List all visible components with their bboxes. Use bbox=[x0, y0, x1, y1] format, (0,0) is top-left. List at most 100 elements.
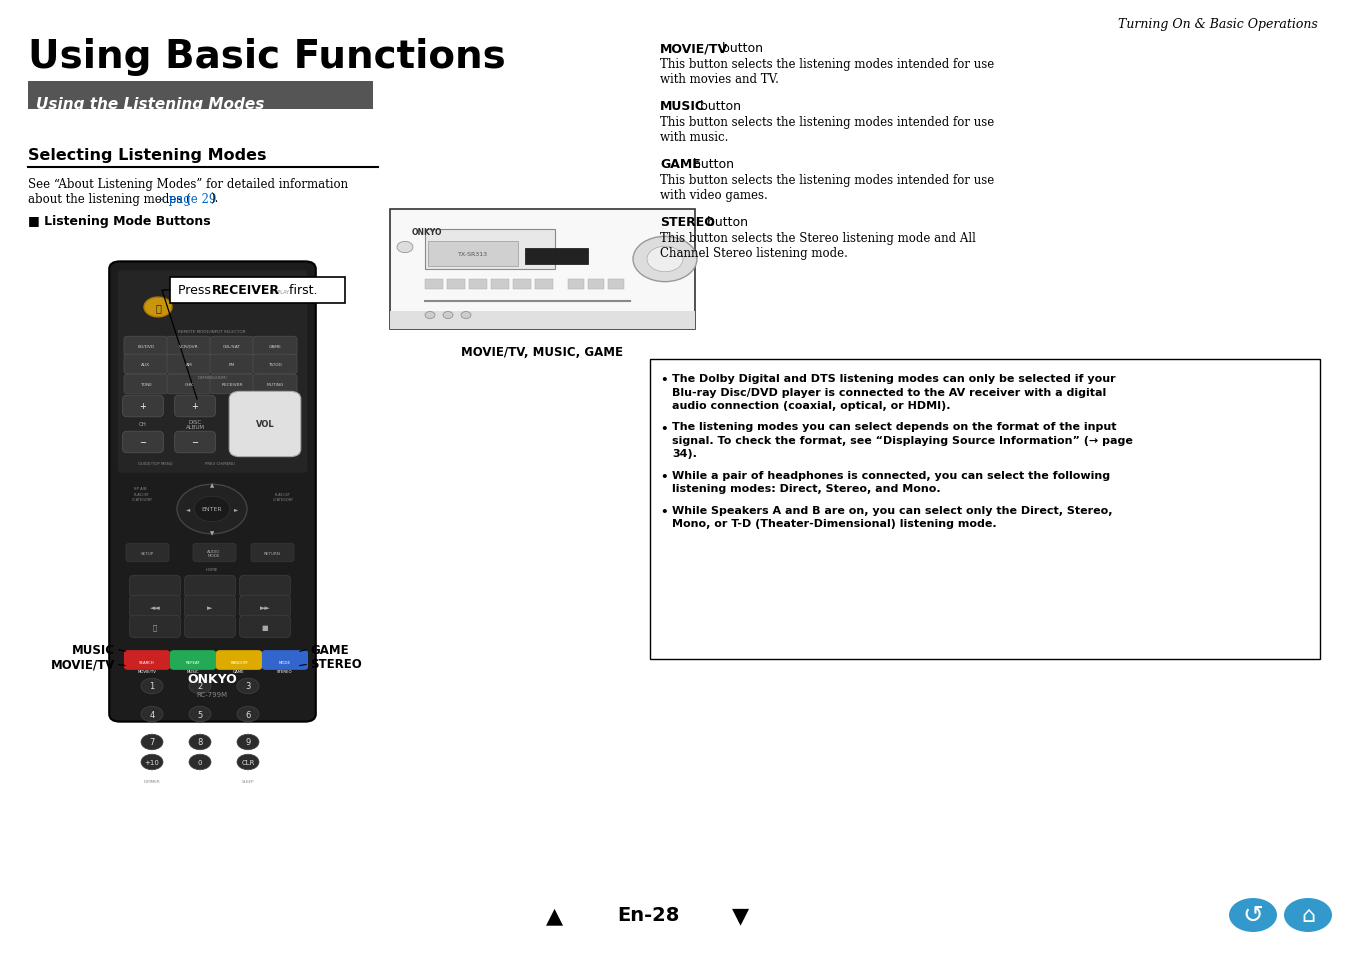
Text: DIMMER: DIMMER bbox=[144, 780, 160, 783]
FancyBboxPatch shape bbox=[129, 616, 181, 639]
Text: Mono, or T-D (Theater-Dimensional) listening mode.: Mono, or T-D (Theater-Dimensional) liste… bbox=[673, 519, 996, 529]
Circle shape bbox=[237, 706, 259, 722]
Text: RECEIVER: RECEIVER bbox=[221, 382, 243, 387]
Circle shape bbox=[189, 706, 212, 722]
Text: PLAYLIST
/CATEGORY: PLAYLIST /CATEGORY bbox=[274, 493, 293, 501]
Circle shape bbox=[142, 706, 163, 722]
Text: BD/DVD: BD/DVD bbox=[137, 345, 155, 349]
Text: TONE: TONE bbox=[140, 382, 152, 387]
Text: CHK: CHK bbox=[185, 382, 194, 387]
FancyBboxPatch shape bbox=[170, 277, 345, 304]
FancyBboxPatch shape bbox=[28, 82, 373, 110]
Text: SEARCH: SEARCH bbox=[139, 660, 155, 664]
Text: PREV CH/MENU: PREV CH/MENU bbox=[205, 461, 235, 465]
FancyBboxPatch shape bbox=[253, 375, 297, 395]
Text: GAME: GAME bbox=[268, 345, 282, 349]
Text: CBL/SAT: CBL/SAT bbox=[222, 345, 241, 349]
Text: MOVIE/TV: MOVIE/TV bbox=[51, 658, 115, 671]
Text: +10: +10 bbox=[144, 760, 159, 765]
Circle shape bbox=[142, 735, 163, 750]
Text: 2: 2 bbox=[197, 681, 202, 691]
Text: MUSIC: MUSIC bbox=[661, 100, 705, 112]
Text: ⏻: ⏻ bbox=[155, 303, 160, 313]
Text: While a pair of headphones is connected, you can select the following: While a pair of headphones is connected,… bbox=[673, 471, 1111, 480]
Text: •: • bbox=[661, 471, 667, 483]
FancyBboxPatch shape bbox=[229, 392, 301, 457]
FancyBboxPatch shape bbox=[129, 576, 181, 598]
Text: MUSIC: MUSIC bbox=[186, 669, 200, 673]
Text: ENTER: ENTER bbox=[202, 507, 222, 512]
Text: ■ Listening Mode Buttons: ■ Listening Mode Buttons bbox=[28, 214, 210, 228]
Circle shape bbox=[189, 735, 212, 750]
Text: CH: CH bbox=[139, 422, 147, 427]
Text: ).: ). bbox=[210, 193, 218, 206]
Text: button: button bbox=[696, 100, 741, 112]
Text: SP A/B: SP A/B bbox=[133, 486, 147, 491]
Text: GAME: GAME bbox=[310, 643, 349, 656]
Text: 7: 7 bbox=[150, 738, 155, 747]
Circle shape bbox=[194, 497, 231, 522]
Circle shape bbox=[189, 679, 212, 694]
FancyBboxPatch shape bbox=[425, 230, 555, 270]
FancyBboxPatch shape bbox=[535, 280, 553, 290]
Circle shape bbox=[425, 313, 435, 319]
Text: ⌂: ⌂ bbox=[1301, 905, 1316, 925]
Text: ▲: ▲ bbox=[210, 483, 214, 488]
Circle shape bbox=[443, 313, 453, 319]
Text: CLR: CLR bbox=[241, 760, 255, 765]
Text: TV/OD: TV/OD bbox=[268, 363, 282, 367]
Text: button: button bbox=[704, 215, 748, 229]
Text: Blu-ray Disc/DVD player is connected to the AV receiver with a digital: Blu-ray Disc/DVD player is connected to … bbox=[673, 387, 1107, 397]
Circle shape bbox=[218, 284, 225, 288]
FancyBboxPatch shape bbox=[240, 596, 290, 618]
FancyBboxPatch shape bbox=[390, 312, 696, 330]
Text: Using the Listening Modes: Using the Listening Modes bbox=[36, 97, 264, 112]
Text: 3: 3 bbox=[245, 681, 251, 691]
Text: AUX: AUX bbox=[142, 363, 151, 367]
Text: This button selects the listening modes intended for use
with movies and TV.: This button selects the listening modes … bbox=[661, 58, 995, 86]
Text: MUTING: MUTING bbox=[267, 382, 283, 387]
FancyBboxPatch shape bbox=[124, 651, 170, 670]
FancyBboxPatch shape bbox=[216, 651, 262, 670]
Text: 6: 6 bbox=[245, 710, 251, 719]
Text: The Dolby Digital and DTS listening modes can only be selected if your: The Dolby Digital and DTS listening mode… bbox=[673, 374, 1116, 384]
Text: ▼: ▼ bbox=[732, 905, 748, 925]
FancyBboxPatch shape bbox=[167, 336, 212, 356]
Circle shape bbox=[237, 735, 259, 750]
Text: −: − bbox=[139, 438, 147, 447]
Text: button: button bbox=[717, 42, 763, 55]
Text: ONKYO: ONKYO bbox=[187, 673, 237, 686]
FancyBboxPatch shape bbox=[448, 280, 465, 290]
Text: −: − bbox=[191, 438, 198, 447]
FancyBboxPatch shape bbox=[185, 576, 236, 598]
Text: DISPLAY: DISPLAY bbox=[270, 290, 290, 294]
FancyBboxPatch shape bbox=[491, 280, 510, 290]
Text: MOVIE/TV, MUSIC, GAME: MOVIE/TV, MUSIC, GAME bbox=[461, 346, 623, 358]
Circle shape bbox=[237, 755, 259, 770]
Text: See “About Listening Modes” for detailed information: See “About Listening Modes” for detailed… bbox=[28, 178, 348, 191]
Text: AM: AM bbox=[186, 363, 193, 367]
Text: RC-799M: RC-799M bbox=[197, 691, 228, 698]
FancyBboxPatch shape bbox=[425, 280, 443, 290]
Text: MOVIE/TV: MOVIE/TV bbox=[661, 42, 728, 55]
Text: PLAYLIST
/CATEGORY: PLAYLIST /CATEGORY bbox=[132, 493, 152, 501]
Text: MUSIC: MUSIC bbox=[71, 643, 115, 656]
FancyBboxPatch shape bbox=[240, 616, 290, 639]
Text: ↺: ↺ bbox=[1243, 903, 1263, 927]
FancyBboxPatch shape bbox=[240, 576, 290, 598]
FancyBboxPatch shape bbox=[185, 616, 236, 639]
FancyBboxPatch shape bbox=[429, 242, 518, 267]
Text: MODE: MODE bbox=[279, 660, 291, 664]
Text: AUDIO
MODE: AUDIO MODE bbox=[208, 549, 221, 558]
Circle shape bbox=[634, 237, 697, 282]
Text: SLEEP: SLEEP bbox=[241, 780, 255, 783]
FancyBboxPatch shape bbox=[123, 432, 163, 454]
FancyBboxPatch shape bbox=[125, 543, 168, 562]
Text: audio connection (coaxial, optical, or HDMI).: audio connection (coaxial, optical, or H… bbox=[673, 400, 950, 411]
FancyBboxPatch shape bbox=[124, 375, 168, 395]
Text: 34).: 34). bbox=[673, 449, 697, 459]
Text: GUIDE/TOP MENU: GUIDE/TOP MENU bbox=[137, 461, 173, 465]
FancyBboxPatch shape bbox=[469, 280, 487, 290]
Text: ►►: ►► bbox=[260, 604, 271, 610]
Text: This button selects the Stereo listening mode and All
Channel Stereo listening m: This button selects the Stereo listening… bbox=[661, 232, 976, 260]
